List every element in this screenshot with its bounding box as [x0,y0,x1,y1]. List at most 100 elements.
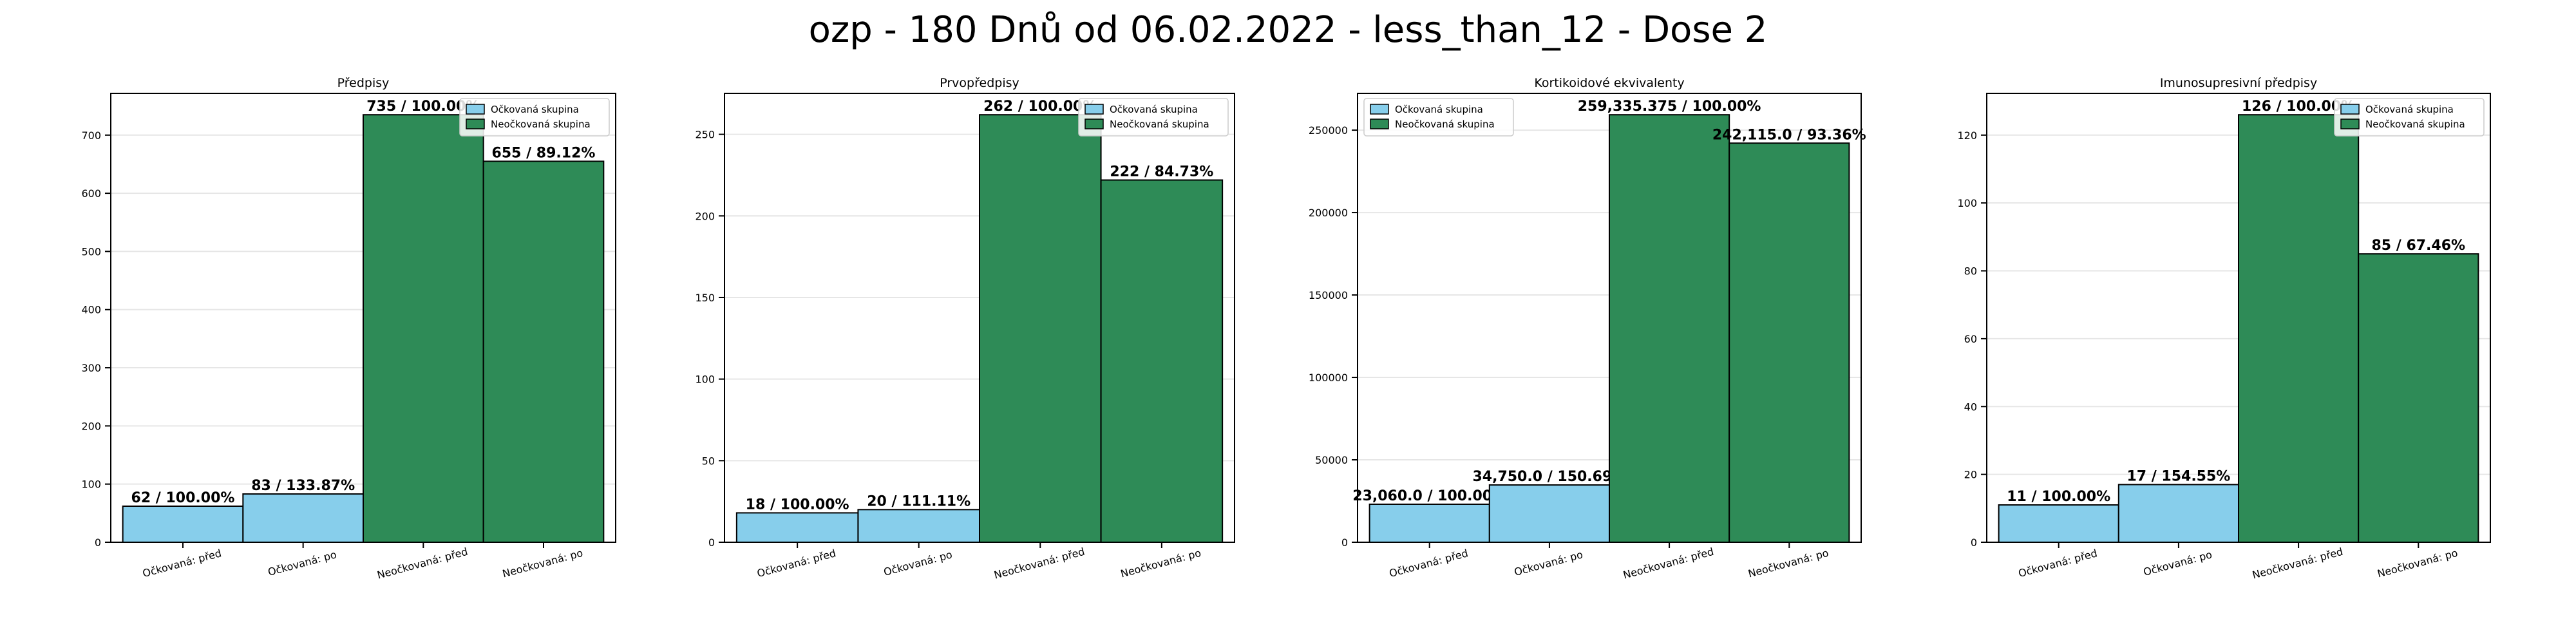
y-tick-label: 150 [695,292,715,304]
x-tick-label: Neočkovaná: po [2376,547,2459,580]
bar-value-label: 23,060.0 / 100.00% [1352,488,1506,504]
bar [979,114,1102,543]
legend-swatch [2340,118,2360,129]
x-tick-label: Neočkovaná: před [375,545,469,582]
bar-value-label: 655 / 89.12% [492,145,596,161]
bar [1998,504,2119,544]
x-tick-label: Očkovaná: před [755,547,837,580]
bar [857,509,981,543]
subplot-title: Prvopředpisy [940,76,1019,90]
bar-value-label: 18 / 100.00% [746,497,849,513]
axes-frame [1357,93,1862,543]
bar [242,493,365,543]
y-tick-label: 200 [695,210,715,222]
bar [363,114,484,543]
y-tick-label: 100 [695,374,715,386]
y-tick-label: 40 [1964,401,1977,413]
subplot-title: Imunosupresivní předpisy [2160,76,2317,90]
bar-value-label: 17 / 154.55% [2126,468,2230,484]
legend-label: Očkovaná skupina [491,104,579,115]
bar-value-label: 83 / 133.87% [251,478,355,494]
legend-label: Očkovaná skupina [1395,104,1483,115]
y-tick-label: 250000 [1309,124,1348,137]
x-tick-label: Neočkovaná: po [501,547,584,580]
bar [2358,253,2479,543]
bar-value-label: 262 / 100.00% [983,99,1097,115]
bar-value-label: 85 / 67.46% [2371,238,2465,254]
bar-value-label: 62 / 100.00% [131,490,235,506]
x-tick-label: Neočkovaná: před [992,545,1086,582]
y-tick-label: 0 [1341,536,1348,549]
x-tick-label: Očkovaná: po [267,548,338,578]
legend-swatch [1084,104,1104,115]
legend-label: Očkovaná skupina [1110,104,1198,115]
legend-label: Neočkovaná skupina [2365,118,2465,130]
legend-box [1078,98,1229,137]
x-tick-label: Očkovaná: před [2017,547,2099,580]
x-tick-label: Očkovaná: před [141,547,223,580]
y-tick-label: 500 [81,245,101,258]
bar-value-label: 259,335.375 / 100.00% [1578,99,1761,115]
bar-value-label: 34,750.0 / 150.69% [1472,469,1626,485]
bar-value-label: 222 / 84.73% [1110,164,1213,180]
legend-box [2334,98,2485,137]
y-tick-label: 200 [81,420,101,432]
legend-swatch [1084,118,1104,129]
x-tick-label: Očkovaná: po [882,548,954,578]
y-tick-label: 120 [1957,129,1977,142]
y-tick-label: 0 [708,536,715,549]
y-tick-label: 250 [695,129,715,141]
x-tick-label: Neočkovaná: po [1119,547,1202,580]
legend-swatch [466,118,485,129]
legend-swatch [1370,118,1389,129]
subplot-title: Předpisy [337,76,390,90]
legend-swatch [466,104,485,115]
axes-frame [724,93,1235,543]
legend-swatch [1370,104,1389,115]
bar [1728,142,1850,544]
x-tick-label: Očkovaná: po [2142,548,2213,578]
y-tick-label: 60 [1964,333,1977,345]
y-tick-label: 100 [1957,197,1977,209]
x-tick-label: Očkovaná: po [1513,548,1584,578]
bar [1488,484,1611,543]
bar [2238,114,2360,543]
bar [1100,179,1224,543]
bar-value-label: 11 / 100.00% [2007,489,2110,505]
axes-frame [1986,93,2491,543]
x-tick-label: Neočkovaná: před [1622,545,1715,582]
y-tick-label: 600 [81,187,101,200]
bar [1609,114,1730,543]
bar [735,512,859,544]
legend-label: Neočkovaná skupina [1395,118,1495,130]
y-tick-label: 400 [81,304,101,316]
bar [2117,484,2240,544]
y-tick-label: 0 [95,536,101,549]
bar [482,160,605,544]
figure-title: ozp - 180 Dnů od 06.02.2022 - less_than_… [808,9,1768,51]
y-tick-label: 0 [1971,536,1977,549]
subplot-title: Kortikoidové ekvivalenty [1534,76,1684,90]
legend-label: Očkovaná skupina [2365,104,2454,115]
axes-frame [110,93,616,543]
y-tick-label: 100000 [1309,372,1348,384]
bar-value-label: 242,115.0 / 93.36% [1712,127,1866,143]
y-tick-label: 80 [1964,265,1977,278]
y-tick-label: 300 [81,362,101,374]
y-tick-label: 700 [81,129,101,142]
x-tick-label: Neočkovaná: po [1747,547,1830,580]
legend-label: Neočkovaná skupina [1110,118,1209,130]
x-tick-label: Neočkovaná: před [2251,545,2344,582]
y-tick-label: 50 [702,455,715,467]
bar [1368,503,1490,544]
legend-swatch [2340,104,2360,115]
y-tick-label: 150000 [1309,289,1348,301]
legend-box [459,98,610,137]
y-tick-label: 20 [1964,469,1977,481]
y-tick-label: 50000 [1315,454,1348,466]
y-tick-label: 100 [81,478,101,491]
y-tick-label: 200000 [1309,207,1348,219]
legend-box [1363,98,1514,137]
x-tick-label: Očkovaná: před [1388,547,1470,580]
